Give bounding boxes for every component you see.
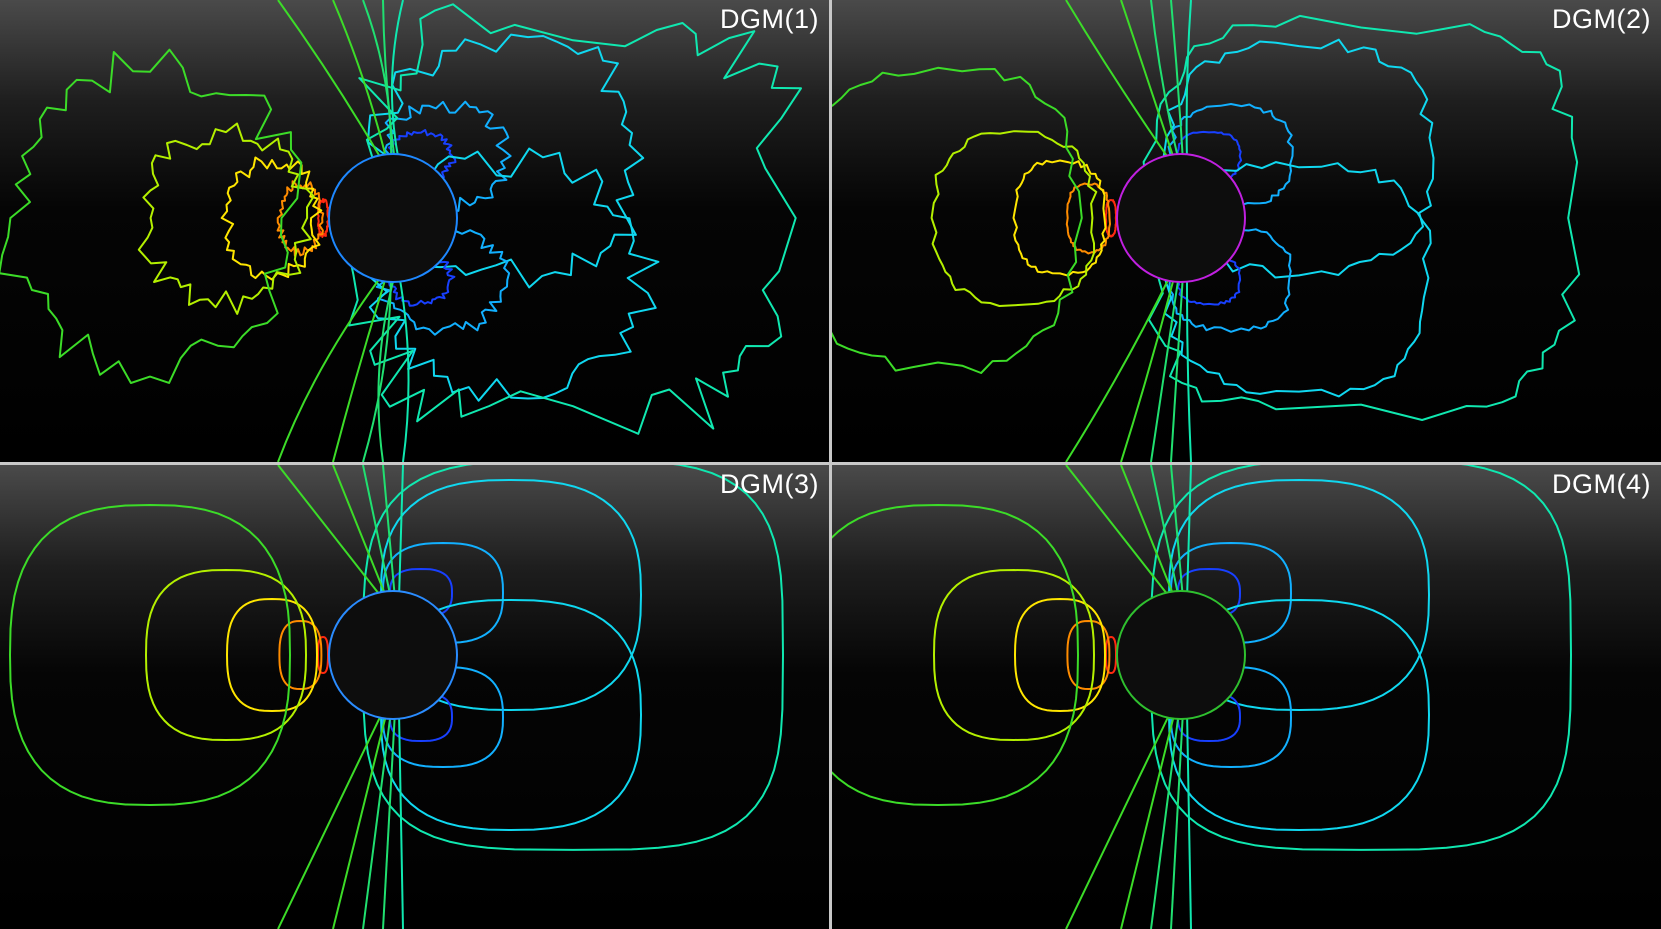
contour-line-stream-bottom-0 [277, 710, 384, 929]
contour-line-stream-bottom-1 [1120, 710, 1176, 929]
contour-line-stream-top-1 [1120, 465, 1176, 600]
contour-line-stream-bottom-1 [332, 273, 388, 462]
panel-title: DGM(4) [1552, 469, 1651, 499]
sphere-body [1116, 153, 1246, 283]
sphere-body [1116, 590, 1246, 720]
contour-line-stream-top-3 [382, 465, 396, 600]
contour-line-left-2 [1014, 598, 1106, 712]
contour-line-stream-bottom-4 [1185, 273, 1192, 462]
contour-line-stream-bottom-0 [277, 273, 384, 462]
contour-line-stream-top-3 [1170, 465, 1184, 600]
contour-line-stream-bottom-1 [1120, 273, 1176, 462]
contour-line-left-3 [933, 569, 1095, 741]
contour-line-stream-top-1 [332, 465, 388, 600]
contour-line-left-4 [832, 504, 1079, 806]
contour-line-left-4 [832, 66, 1083, 374]
contour-line-stream-bottom-2 [1150, 710, 1180, 929]
contour-line-left-3 [137, 122, 315, 315]
contour-line-stream-top-4 [390, 0, 404, 163]
contour-line-stream-top-3 [382, 0, 396, 163]
contour-plot-dgm1 [0, 0, 802, 462]
contour-plot-dgm4 [832, 465, 1572, 929]
contour-line-stream-bottom-4 [398, 273, 410, 462]
contour-line-left-2 [220, 156, 323, 281]
panel-title: DGM(1) [720, 4, 819, 34]
panel-dgm4: DGM(4) [832, 465, 1661, 929]
contour-line-stream-bottom-3 [382, 710, 396, 929]
contour-line-stream-bottom-4 [398, 710, 404, 929]
contour-line-left-2 [1012, 159, 1107, 277]
contour-line-stream-bottom-2 [362, 710, 392, 929]
contour-line-stream-top-0 [1065, 465, 1172, 600]
panel-title: DGM(2) [1552, 4, 1651, 34]
contour-line-stream-top-2 [362, 0, 393, 163]
contour-line-left-3 [145, 569, 307, 741]
panel-title: DGM(3) [720, 469, 819, 499]
contour-line-stream-top-3 [1170, 0, 1184, 163]
contour-line-stream-top-0 [1065, 0, 1172, 163]
contour-line-stream-bottom-0 [1065, 710, 1172, 929]
panel-dgm3: DGM(3) [0, 465, 829, 929]
contour-plot-dgm3 [9, 465, 784, 929]
sphere-body [328, 153, 458, 283]
contour-line-stream-bottom-0 [1065, 273, 1172, 462]
contour-line-left-0 [317, 636, 329, 674]
contour-line-left-0 [1104, 199, 1118, 238]
contour-line-stream-top-1 [1120, 0, 1176, 163]
contour-line-stream-top-2 [1150, 465, 1180, 600]
panel-dgm1: DGM(1) [0, 0, 829, 462]
contour-plot-dgm2 [832, 0, 1581, 462]
contour-line-stream-bottom-1 [332, 710, 388, 929]
contour-line-left-4 [9, 504, 291, 806]
contour-line-left-3 [930, 130, 1098, 307]
contour-line-stream-top-4 [1186, 465, 1192, 600]
contour-line-stream-bottom-4 [1186, 710, 1192, 929]
contour-line-stream-bottom-3 [1170, 710, 1184, 929]
contour-line-stream-top-2 [362, 465, 392, 600]
contour-line-left-2 [226, 598, 318, 712]
contour-line-left-1 [276, 180, 325, 257]
contour-line-left-0 [1105, 636, 1117, 674]
contour-line-stream-top-2 [1150, 0, 1180, 163]
contour-line-stream-top-1 [332, 0, 388, 163]
contour-line-stream-bottom-2 [1150, 273, 1180, 462]
contour-line-stream-bottom-3 [377, 273, 396, 462]
contour-line-left-0 [316, 198, 330, 238]
sphere-body [328, 590, 458, 720]
contour-line-stream-bottom-3 [1170, 273, 1184, 462]
panel-dgm2: DGM(2) [832, 0, 1661, 462]
contour-line-stream-top-4 [398, 465, 404, 600]
contour-line-stream-top-4 [1185, 0, 1192, 163]
contour-line-stream-top-0 [277, 465, 384, 600]
contour-line-stream-top-0 [277, 0, 384, 163]
contour-line-left-4 [0, 48, 303, 384]
